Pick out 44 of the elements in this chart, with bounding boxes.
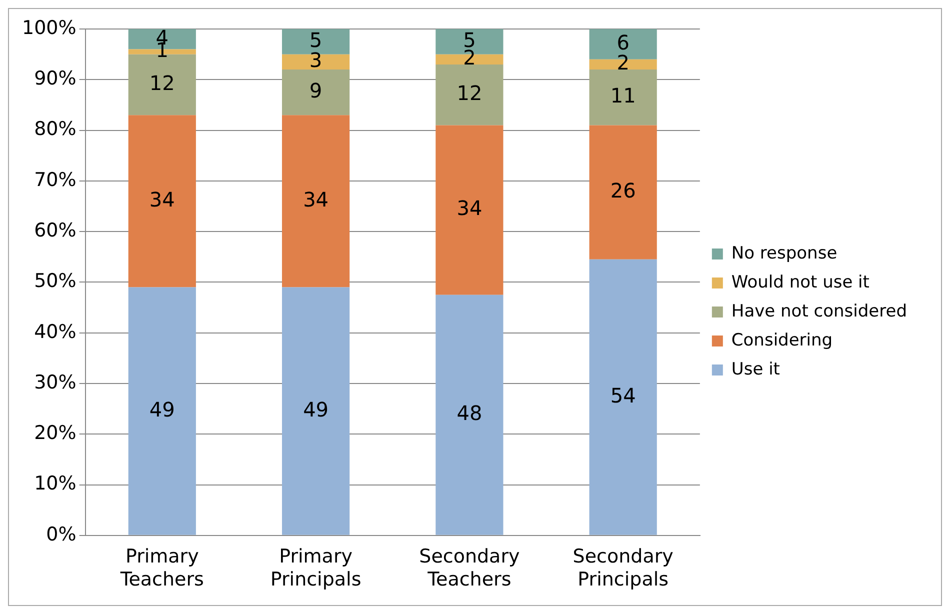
data-label: 34 <box>303 187 329 212</box>
y-tick-label: 70% <box>34 168 76 191</box>
legend-label: Would not use it <box>731 272 870 292</box>
data-label: 26 <box>610 178 636 203</box>
bar <box>436 294 504 535</box>
legend-label: Considering <box>731 330 833 350</box>
data-label: 12 <box>149 70 175 95</box>
bar <box>128 287 196 535</box>
y-tick-label: 30% <box>34 371 76 394</box>
bar <box>589 70 657 126</box>
y-tick-label: 20% <box>34 422 76 444</box>
x-tick-label: Primary Teachers <box>119 546 204 591</box>
bar <box>282 70 350 116</box>
y-tick-label: 90% <box>34 68 76 90</box>
y-tick-label: 40% <box>34 320 76 343</box>
bar <box>436 64 504 126</box>
bar <box>282 54 350 70</box>
bar <box>128 115 196 288</box>
y-tick-label: 0% <box>46 523 76 546</box>
y-tick-label: 60% <box>34 219 76 242</box>
data-label: 48 <box>456 401 482 426</box>
bar <box>282 287 350 535</box>
data-label: 34 <box>456 196 482 220</box>
data-label: 9 <box>309 78 322 103</box>
x-tick-label: Secondary Teachers <box>419 546 520 591</box>
bar <box>282 115 350 288</box>
y-tick-label: 80% <box>34 118 76 140</box>
legend-label: No response <box>731 243 838 264</box>
data-label: 49 <box>149 397 175 422</box>
data-label: 11 <box>610 84 636 108</box>
x-tick-label: Primary Principals <box>270 546 362 591</box>
y-tick-label: 50% <box>34 270 76 292</box>
data-label: 12 <box>456 81 482 106</box>
legend-label: Use it <box>731 359 780 380</box>
y-tick-label: 10% <box>34 472 76 495</box>
x-tick-label: Secondary Principals <box>572 546 674 591</box>
y-tick-label: 100% <box>22 16 76 39</box>
legend-label: Have not considered <box>731 301 908 322</box>
bar <box>589 125 657 260</box>
bar <box>436 125 504 295</box>
bar <box>589 259 657 535</box>
data-label: 54 <box>610 383 636 408</box>
data-label: 34 <box>149 187 175 212</box>
data-label: 49 <box>303 397 329 422</box>
